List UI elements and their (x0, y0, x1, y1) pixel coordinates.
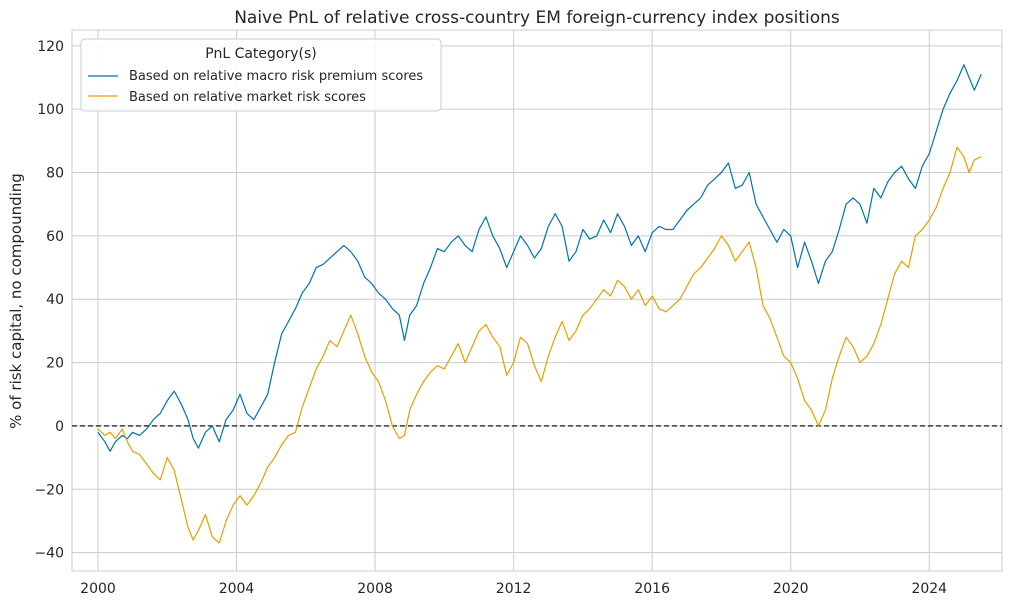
y-tick-label: 60 (46, 229, 64, 245)
series-line-market (97, 146, 982, 544)
legend-label-market: Based on relative market risk scores (129, 90, 366, 105)
y-tick-label: 120 (37, 39, 64, 55)
plot-area (71, 29, 1003, 572)
x-tick-label: 2012 (496, 581, 532, 597)
y-tick-label: 20 (46, 356, 64, 372)
legend-label-macro: Based on relative macro risk premium sco… (129, 69, 423, 84)
x-tick-label: 2008 (357, 581, 393, 597)
x-tick-label: 2020 (773, 581, 809, 597)
series-line-macro (97, 64, 982, 452)
legend-box (80, 38, 442, 112)
x-tick-label: 2004 (219, 581, 255, 597)
y-tick-label: 40 (46, 292, 64, 308)
y-tick-label: 0 (55, 419, 64, 435)
legend: PnL Category(s) Based on relative macro … (80, 38, 442, 112)
x-tick-label: 2000 (80, 581, 116, 597)
x-tick-label: 2016 (634, 581, 670, 597)
x-tick-label: 2024 (911, 581, 947, 597)
chart-title: Naive PnL of relative cross-country EM f… (234, 8, 840, 28)
y-tick-label: −40 (34, 546, 64, 562)
legend-title: PnL Category(s) (205, 46, 317, 62)
y-tick-label: −20 (34, 482, 64, 498)
y-tick-label: 100 (37, 102, 64, 118)
y-axis-label: % of risk capital, no compounding (7, 173, 25, 429)
y-ticks: −40 −20 0 20 40 60 80 100 120 (34, 39, 64, 562)
y-tick-label: 80 (46, 166, 64, 182)
series-layer (97, 64, 982, 544)
x-ticks: 2000 2004 2008 2012 2016 2020 2024 (80, 581, 947, 597)
